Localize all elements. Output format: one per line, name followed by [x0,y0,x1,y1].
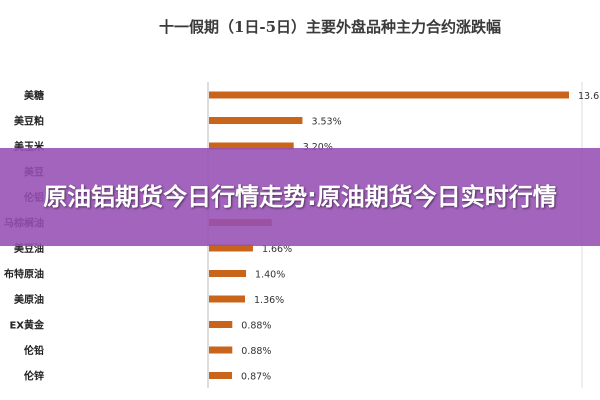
data-label: 3.53% [311,117,341,128]
category-label: 美豆粕 [14,115,44,128]
data-label: 0.88% [241,321,271,332]
category-label: 伦铅 [24,344,44,357]
category-label: 布特原油 [4,268,44,281]
bar [209,270,247,277]
data-label: 13.6 [578,91,599,102]
overlay-headline: 原油铝期货今日行情走势:原油期货今日实时行情 [43,183,557,211]
category-label: 美原油 [14,293,44,306]
data-label: 1.66% [262,244,292,255]
bar [209,295,245,303]
category-label: EX黄金 [9,319,45,332]
data-label: 1.36% [254,295,284,306]
bar [209,372,233,379]
data-label: 0.88% [241,346,271,357]
bar [209,142,294,150]
data-label: 1.40% [255,270,285,281]
bar [209,91,569,99]
bar [209,117,303,124]
overlay-banner: 原油铝期货今日行情走势:原油期货今日实时行情 [0,148,600,246]
category-label: 伦锌 [24,370,44,383]
bar [209,244,253,252]
data-label: 0.87% [241,372,271,383]
data-label: 3.20% [303,142,333,153]
bar [209,346,233,354]
chart-title: 十一假期（1日-5日）主要外盘品种主力合约涨跌幅 [158,18,502,36]
bar [209,321,233,328]
category-label: 美糖 [24,89,44,102]
